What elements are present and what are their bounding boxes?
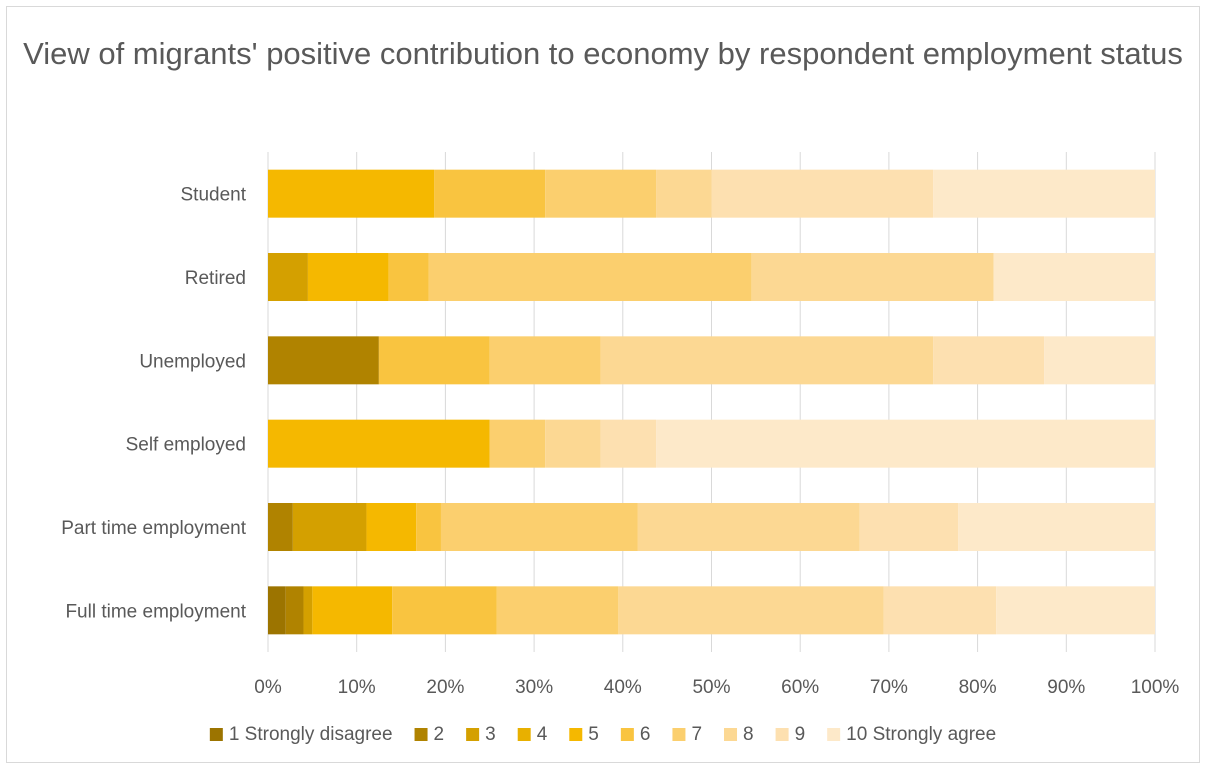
- legend-label: 7: [691, 724, 702, 745]
- bar-segment: [434, 169, 546, 218]
- bar-segment: [656, 169, 712, 218]
- legend-swatch: [827, 728, 841, 741]
- bar-segment: [428, 253, 752, 301]
- bar-segment: [958, 503, 1155, 551]
- legend-swatch: [414, 728, 428, 741]
- chart-title-text: View of migrants' positive contribution …: [23, 36, 1183, 71]
- bar-segment: [489, 336, 601, 385]
- bar-segment: [388, 253, 429, 301]
- legend-label: 8: [743, 724, 754, 745]
- legend-swatch: [775, 728, 789, 741]
- bar-segment: [933, 169, 1155, 218]
- bar-segment: [600, 336, 934, 385]
- legend-label: 9: [795, 724, 806, 745]
- bar-segment: [545, 169, 657, 218]
- legend-swatch: [569, 728, 583, 741]
- bar-segment: [545, 419, 601, 468]
- bar-segment: [637, 503, 860, 551]
- legend-swatch: [466, 728, 480, 741]
- legend-label: 3: [485, 724, 496, 745]
- category-label: Self employed: [126, 435, 246, 456]
- bar-segment: [392, 586, 497, 635]
- x-tick-label: 80%: [959, 677, 997, 698]
- bar-segment: [268, 586, 286, 635]
- bar-segment: [489, 419, 546, 468]
- bar-segment: [751, 253, 994, 301]
- legend-swatch: [672, 728, 686, 741]
- x-tick-label: 50%: [692, 677, 730, 698]
- category-label: Full time employment: [65, 601, 246, 622]
- category-label: Retired: [185, 268, 246, 289]
- legend-swatch: [620, 728, 634, 741]
- legend-swatch: [517, 728, 531, 741]
- bar-segment: [312, 586, 393, 635]
- bar-segment: [268, 336, 379, 385]
- bar-segment: [416, 503, 441, 551]
- bar-segment: [268, 253, 308, 301]
- bar-segment: [496, 586, 619, 635]
- category-label: Unemployed: [139, 351, 246, 372]
- bar-segment: [996, 586, 1155, 635]
- bar-segment: [440, 503, 638, 551]
- x-tick-label: 60%: [781, 677, 819, 698]
- legend-label: 5: [588, 724, 599, 745]
- bar-segment: [656, 419, 1155, 468]
- legend-label: 2: [434, 724, 445, 745]
- legend-label: 10 Strongly agree: [846, 724, 996, 745]
- category-label: Part time employment: [61, 518, 247, 539]
- category-label: Student: [181, 185, 247, 206]
- x-tick-label: 10%: [338, 677, 376, 698]
- legend-label: 4: [537, 724, 548, 745]
- x-tick-label: 100%: [1131, 677, 1180, 698]
- bar-segment: [268, 503, 293, 551]
- bar-segment: [285, 586, 304, 635]
- x-tick-label: 70%: [870, 677, 908, 698]
- chart-title: View of migrants' positive contribution …: [0, 30, 1206, 78]
- bar-segment: [378, 336, 490, 385]
- bar-segment: [883, 586, 997, 635]
- legend-label: 6: [640, 724, 651, 745]
- legend-label: 1 Strongly disagree: [229, 724, 393, 745]
- bar-segment: [859, 503, 959, 551]
- bar-segment: [268, 419, 490, 468]
- bar-segment: [993, 253, 1155, 301]
- x-tick-label: 90%: [1047, 677, 1085, 698]
- bar-segment: [618, 586, 884, 635]
- legend-swatch: [724, 728, 738, 741]
- legend-swatch: [209, 728, 223, 741]
- bar-segment: [268, 169, 435, 218]
- x-tick-label: 20%: [426, 677, 464, 698]
- bar-segment: [292, 503, 367, 551]
- bar-segment: [307, 253, 389, 301]
- bar-segment: [303, 586, 313, 635]
- bar-segment: [366, 503, 417, 551]
- x-tick-label: 40%: [604, 677, 642, 698]
- bar-segment: [933, 336, 1045, 385]
- x-tick-label: 0%: [254, 677, 282, 698]
- bar-segment: [1044, 336, 1155, 385]
- bar-segment: [600, 419, 657, 468]
- bar-segment: [711, 169, 934, 218]
- chart-frame: [6, 6, 1200, 763]
- x-tick-label: 30%: [515, 677, 553, 698]
